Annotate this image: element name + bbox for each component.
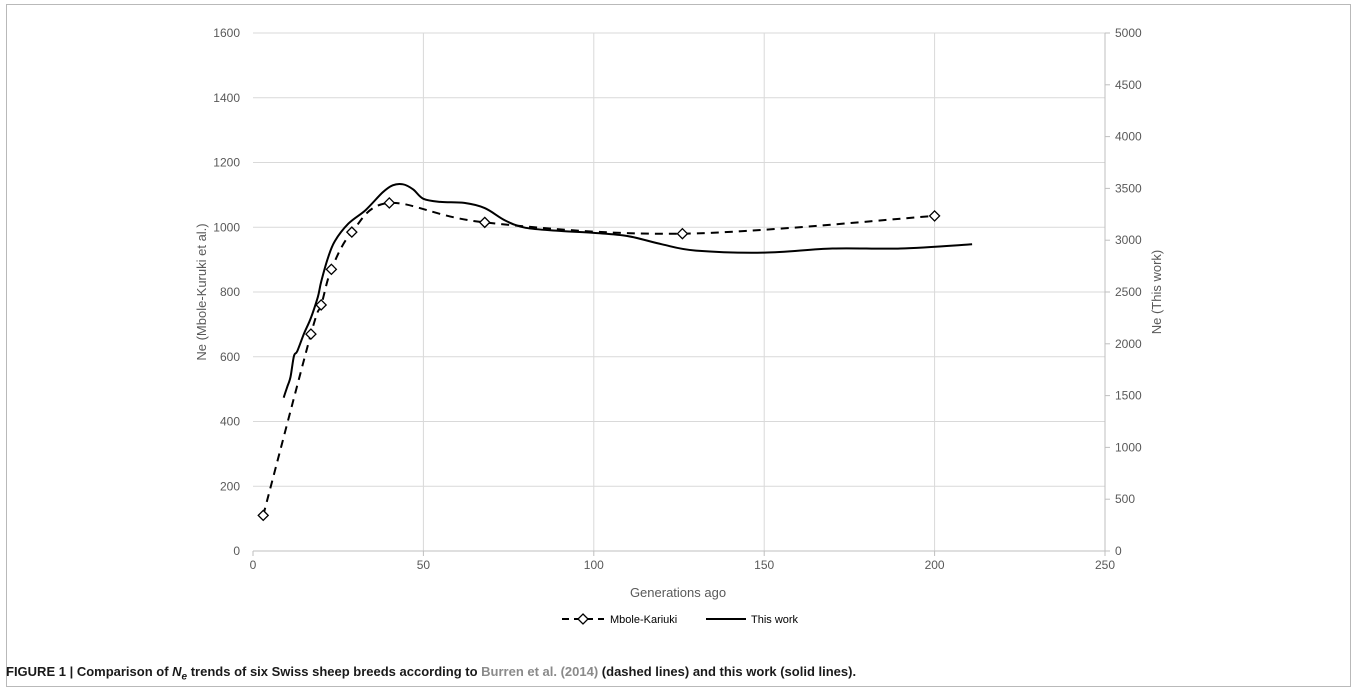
- legend-label-this-work: This work: [751, 614, 799, 626]
- data-point-mbole-kariuki: [257, 509, 270, 522]
- series-line-this-work: [282, 182, 973, 398]
- caption-symbol-subscript: e: [181, 671, 188, 683]
- y-right-tick-label: 4000: [1115, 130, 1142, 144]
- x-tick-label: 200: [925, 558, 945, 572]
- y-left-axis-title: Ne (Mbole-Kuruki et al.): [194, 223, 209, 360]
- y-right-tick-labels: 0 500 1000 1500 2000 2500 3000 3500 4000 4500 5000: [1115, 26, 1142, 558]
- y-right-tick-label: 3500: [1115, 181, 1142, 195]
- caption-prefix: FIGURE 1 | Comparison of: [6, 664, 173, 679]
- figure-caption: FIGURE 1 | Comparison of Ne trends of si…: [6, 664, 1351, 683]
- legend-item-this-work: This work: [706, 614, 799, 626]
- caption-suffix: (dashed lines) and this work (solid line…: [598, 664, 857, 679]
- y-right-tick-label: 2500: [1115, 285, 1142, 299]
- legend-label-mbole-kariuki: Mbole-Kariuki: [610, 614, 677, 626]
- y-left-tick-label: 200: [220, 479, 240, 493]
- data-point-mbole-kariuki: [928, 209, 941, 222]
- data-point-mbole-kariuki: [315, 299, 328, 311]
- y-right-tick-label: 500: [1115, 492, 1135, 506]
- series-lines: [257, 182, 973, 522]
- grid-lines: [253, 32, 1105, 551]
- axes: [252, 32, 1110, 556]
- y-left-tick-labels: 0 200 400 600 800 1000 1200 1400 1600: [213, 26, 240, 558]
- y-left-tick-label: 600: [220, 350, 240, 364]
- legend-item-mbole-kariuki: Mbole-Kariuki: [562, 613, 677, 626]
- x-tick-label: 100: [584, 558, 604, 572]
- y-left-tick-label: 0: [233, 544, 240, 558]
- legend-diamond-marker: [577, 613, 589, 625]
- x-axis-title: Generations ago: [630, 585, 726, 600]
- caption-reference-link[interactable]: Burren et al. (2014): [481, 664, 599, 679]
- y-left-tick-label: 800: [220, 285, 240, 299]
- data-point-mbole-kariuki: [305, 328, 317, 341]
- data-point-mbole-kariuki: [345, 226, 358, 239]
- y-left-tick-label: 400: [220, 415, 240, 429]
- y-left-tick-label: 1200: [213, 156, 240, 170]
- y-right-axis-title: Ne (This work): [1149, 250, 1164, 335]
- x-tick-label: 150: [754, 558, 774, 572]
- x-tick-labels: 0 50 100 150 200 250: [250, 558, 1116, 572]
- x-tick-label: 250: [1095, 558, 1115, 572]
- y-right-tick-label: 1000: [1115, 440, 1142, 454]
- y-left-tick-label: 1400: [213, 91, 240, 105]
- figure-frame: [6, 4, 1351, 687]
- y-left-tick-label: 1600: [213, 26, 240, 40]
- data-point-mbole-kariuki: [383, 197, 396, 209]
- x-tick-label: 50: [417, 558, 431, 572]
- y-right-tick-label: 2000: [1115, 337, 1142, 351]
- y-right-tick-label: 3000: [1115, 233, 1142, 247]
- data-point-mbole-kariuki: [325, 263, 338, 276]
- y-left-tick-label: 1000: [213, 220, 240, 234]
- data-point-mbole-kariuki: [676, 227, 689, 240]
- caption-middle: trends of six Swiss sheep breeds accordi…: [187, 664, 482, 679]
- x-tick-label: 0: [250, 558, 257, 572]
- caption-symbol: N: [172, 664, 182, 679]
- y-right-tick-label: 4500: [1115, 78, 1142, 92]
- legend: Mbole-Kariuki This work: [562, 613, 799, 626]
- y-right-tick-label: 0: [1115, 544, 1122, 558]
- y-right-tick-label: 1500: [1115, 389, 1142, 403]
- y-right-tick-label: 5000: [1115, 26, 1142, 40]
- series-line-mbole-kariuki: [262, 201, 935, 516]
- data-point-mbole-kariuki: [478, 216, 491, 229]
